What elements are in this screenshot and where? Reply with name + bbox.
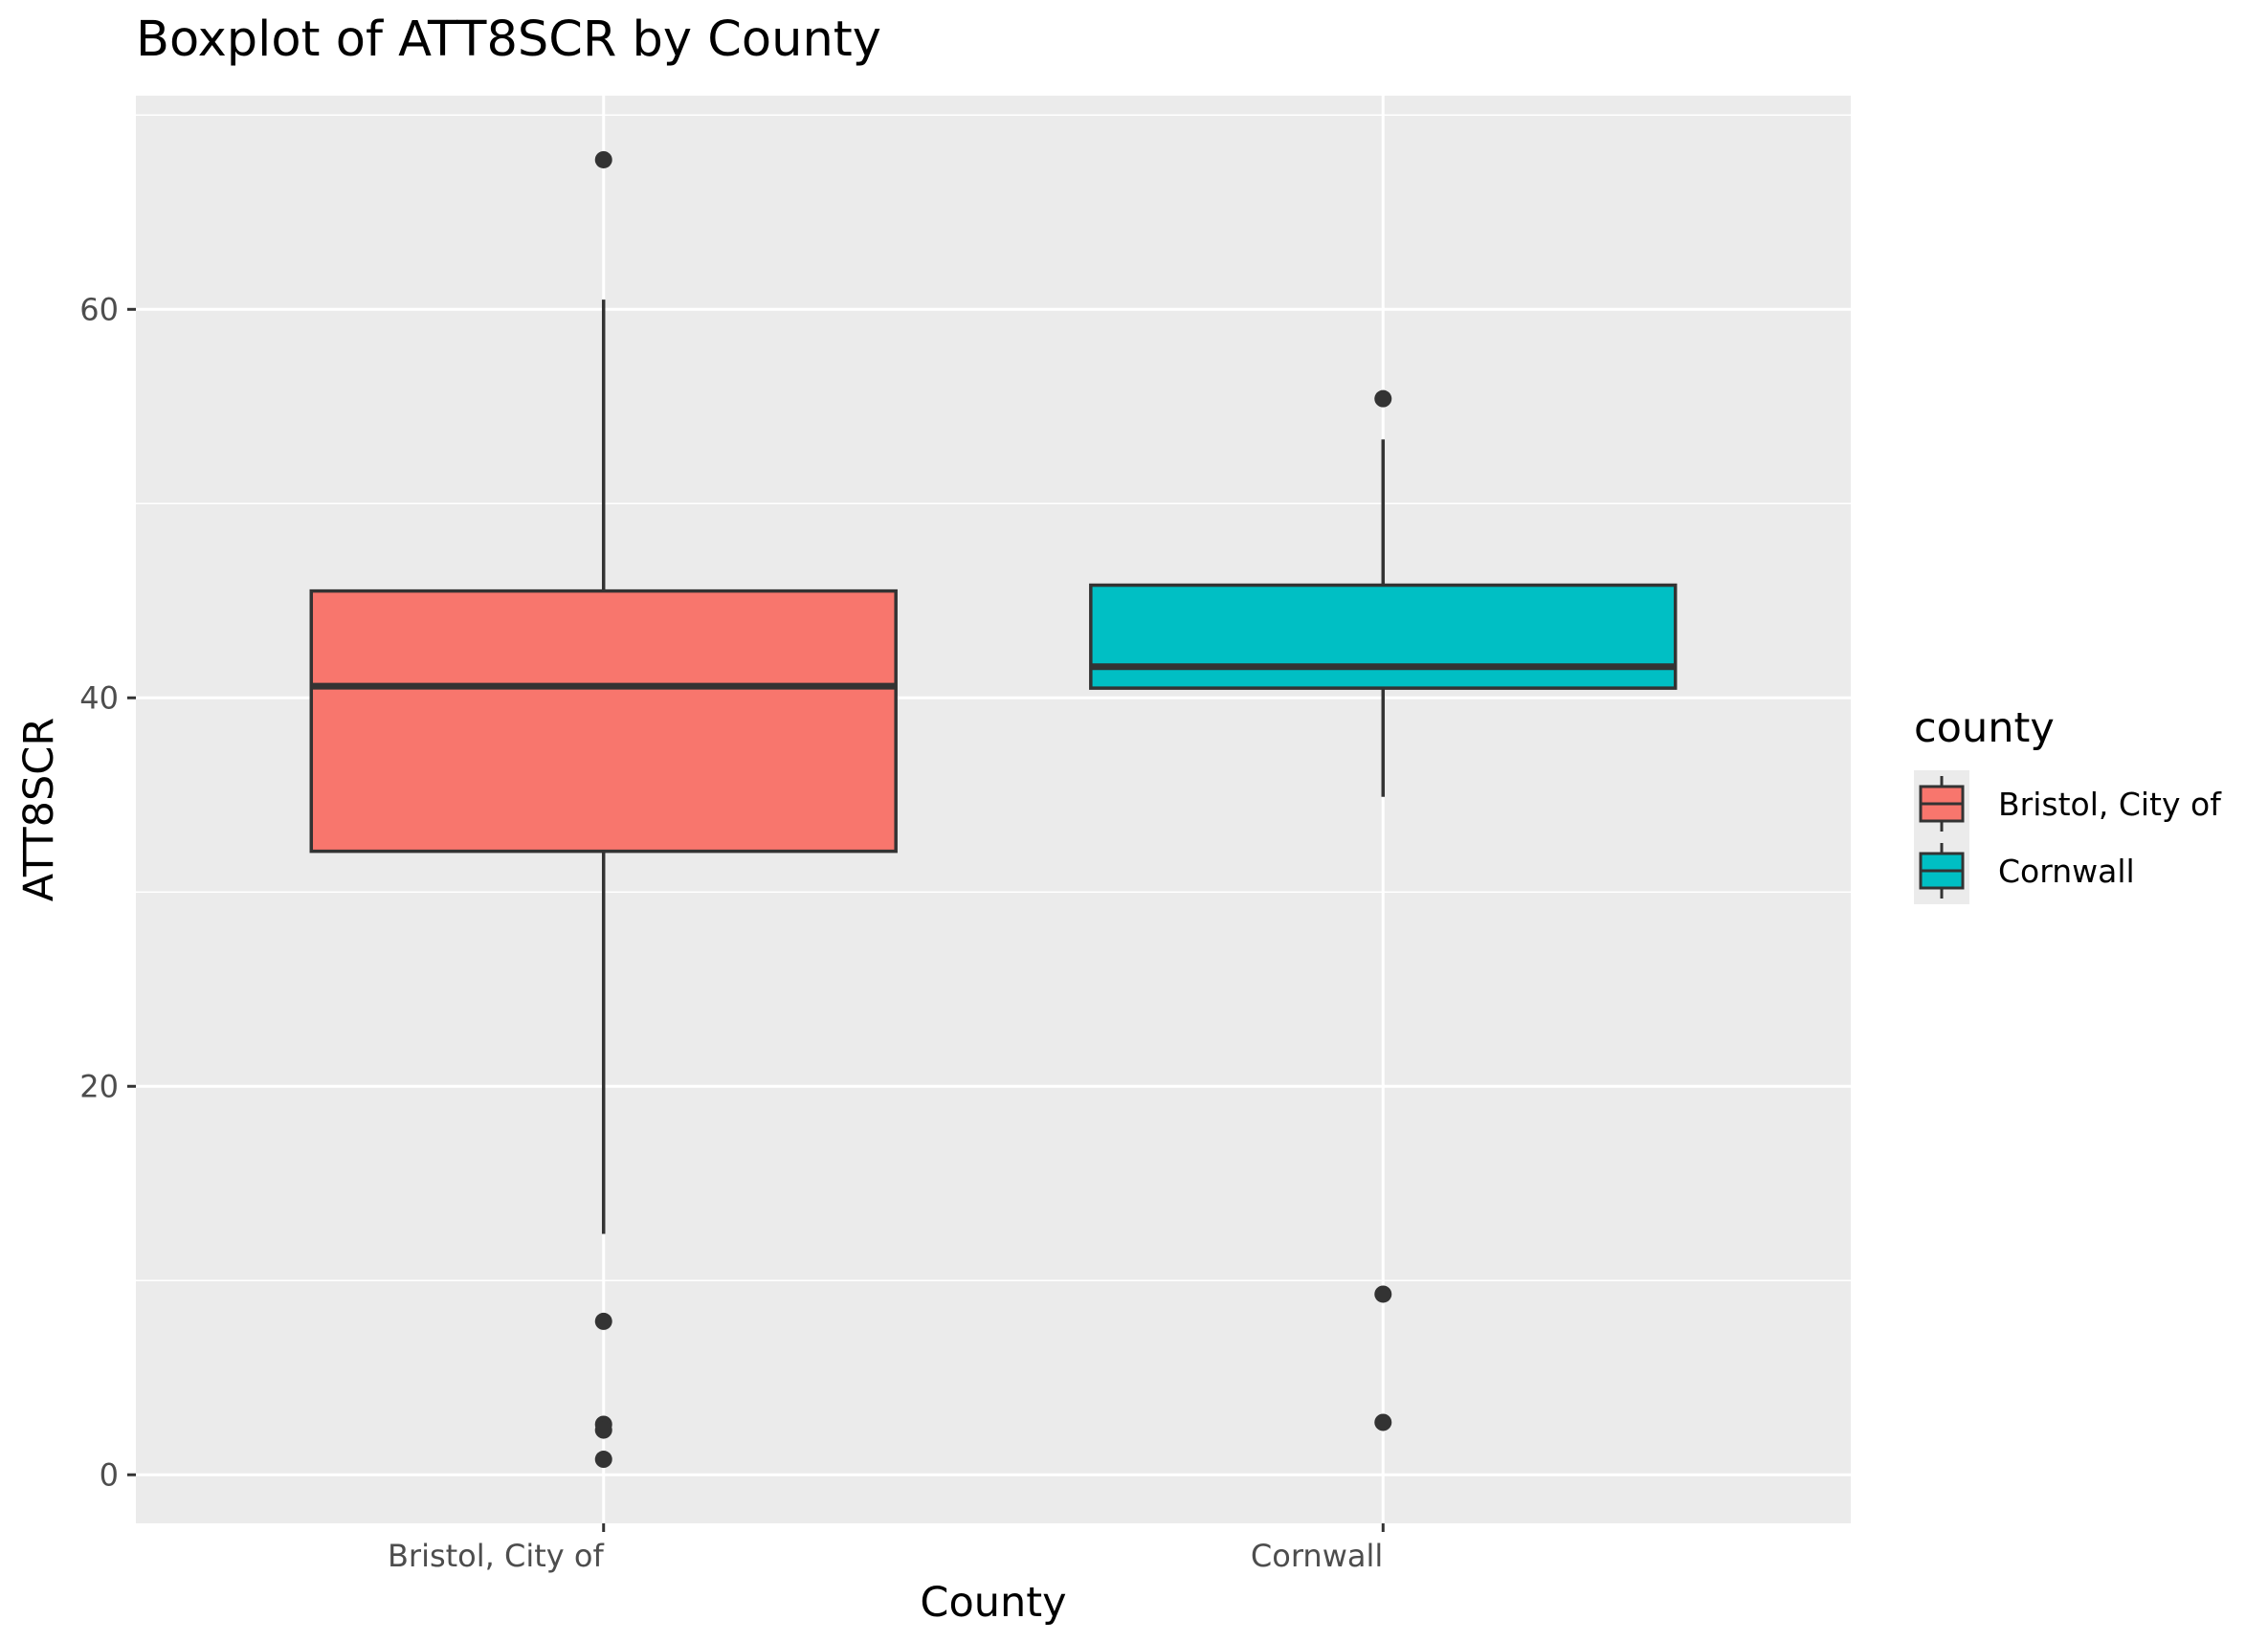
outlier-point [1374, 1413, 1392, 1431]
outlier-point [594, 1312, 612, 1330]
chart-title: Boxplot of ATT8SCR by County [136, 11, 881, 68]
legend-entry: Bristol, City of [1914, 770, 2222, 837]
box [309, 588, 898, 854]
y-axis-title: ATT8SCR [15, 718, 63, 901]
legend-title: county [1914, 704, 2055, 752]
legend-entry: Cornwall [1914, 837, 2135, 904]
y-tick-label: 40 [79, 679, 119, 716]
legend-label: Bristol, City of [1998, 786, 2222, 823]
box-group [1089, 389, 1678, 1431]
outlier-point [594, 1421, 612, 1439]
outlier-point [1374, 1285, 1392, 1303]
box-group [309, 150, 898, 1469]
outlier-point [594, 1451, 612, 1469]
y-tick-label: 60 [79, 291, 119, 327]
outlier-point [1374, 389, 1392, 408]
legend: county Bristol, City of Cornwall [1914, 704, 2222, 904]
boxes [309, 150, 1678, 1469]
y-tick-label: 20 [79, 1068, 119, 1104]
legend-label: Cornwall [1998, 853, 2135, 890]
x-tick-label: Cornwall [1251, 1538, 1383, 1574]
y-tick-label: 0 [100, 1456, 119, 1493]
x-axis-title: County [920, 1579, 1066, 1627]
outlier-point [594, 150, 612, 168]
x-tick-label: Bristol, City of [388, 1538, 605, 1574]
box [1089, 583, 1678, 690]
axes: 0 20 40 60 Bristol, City of Cornwall [79, 291, 1385, 1574]
